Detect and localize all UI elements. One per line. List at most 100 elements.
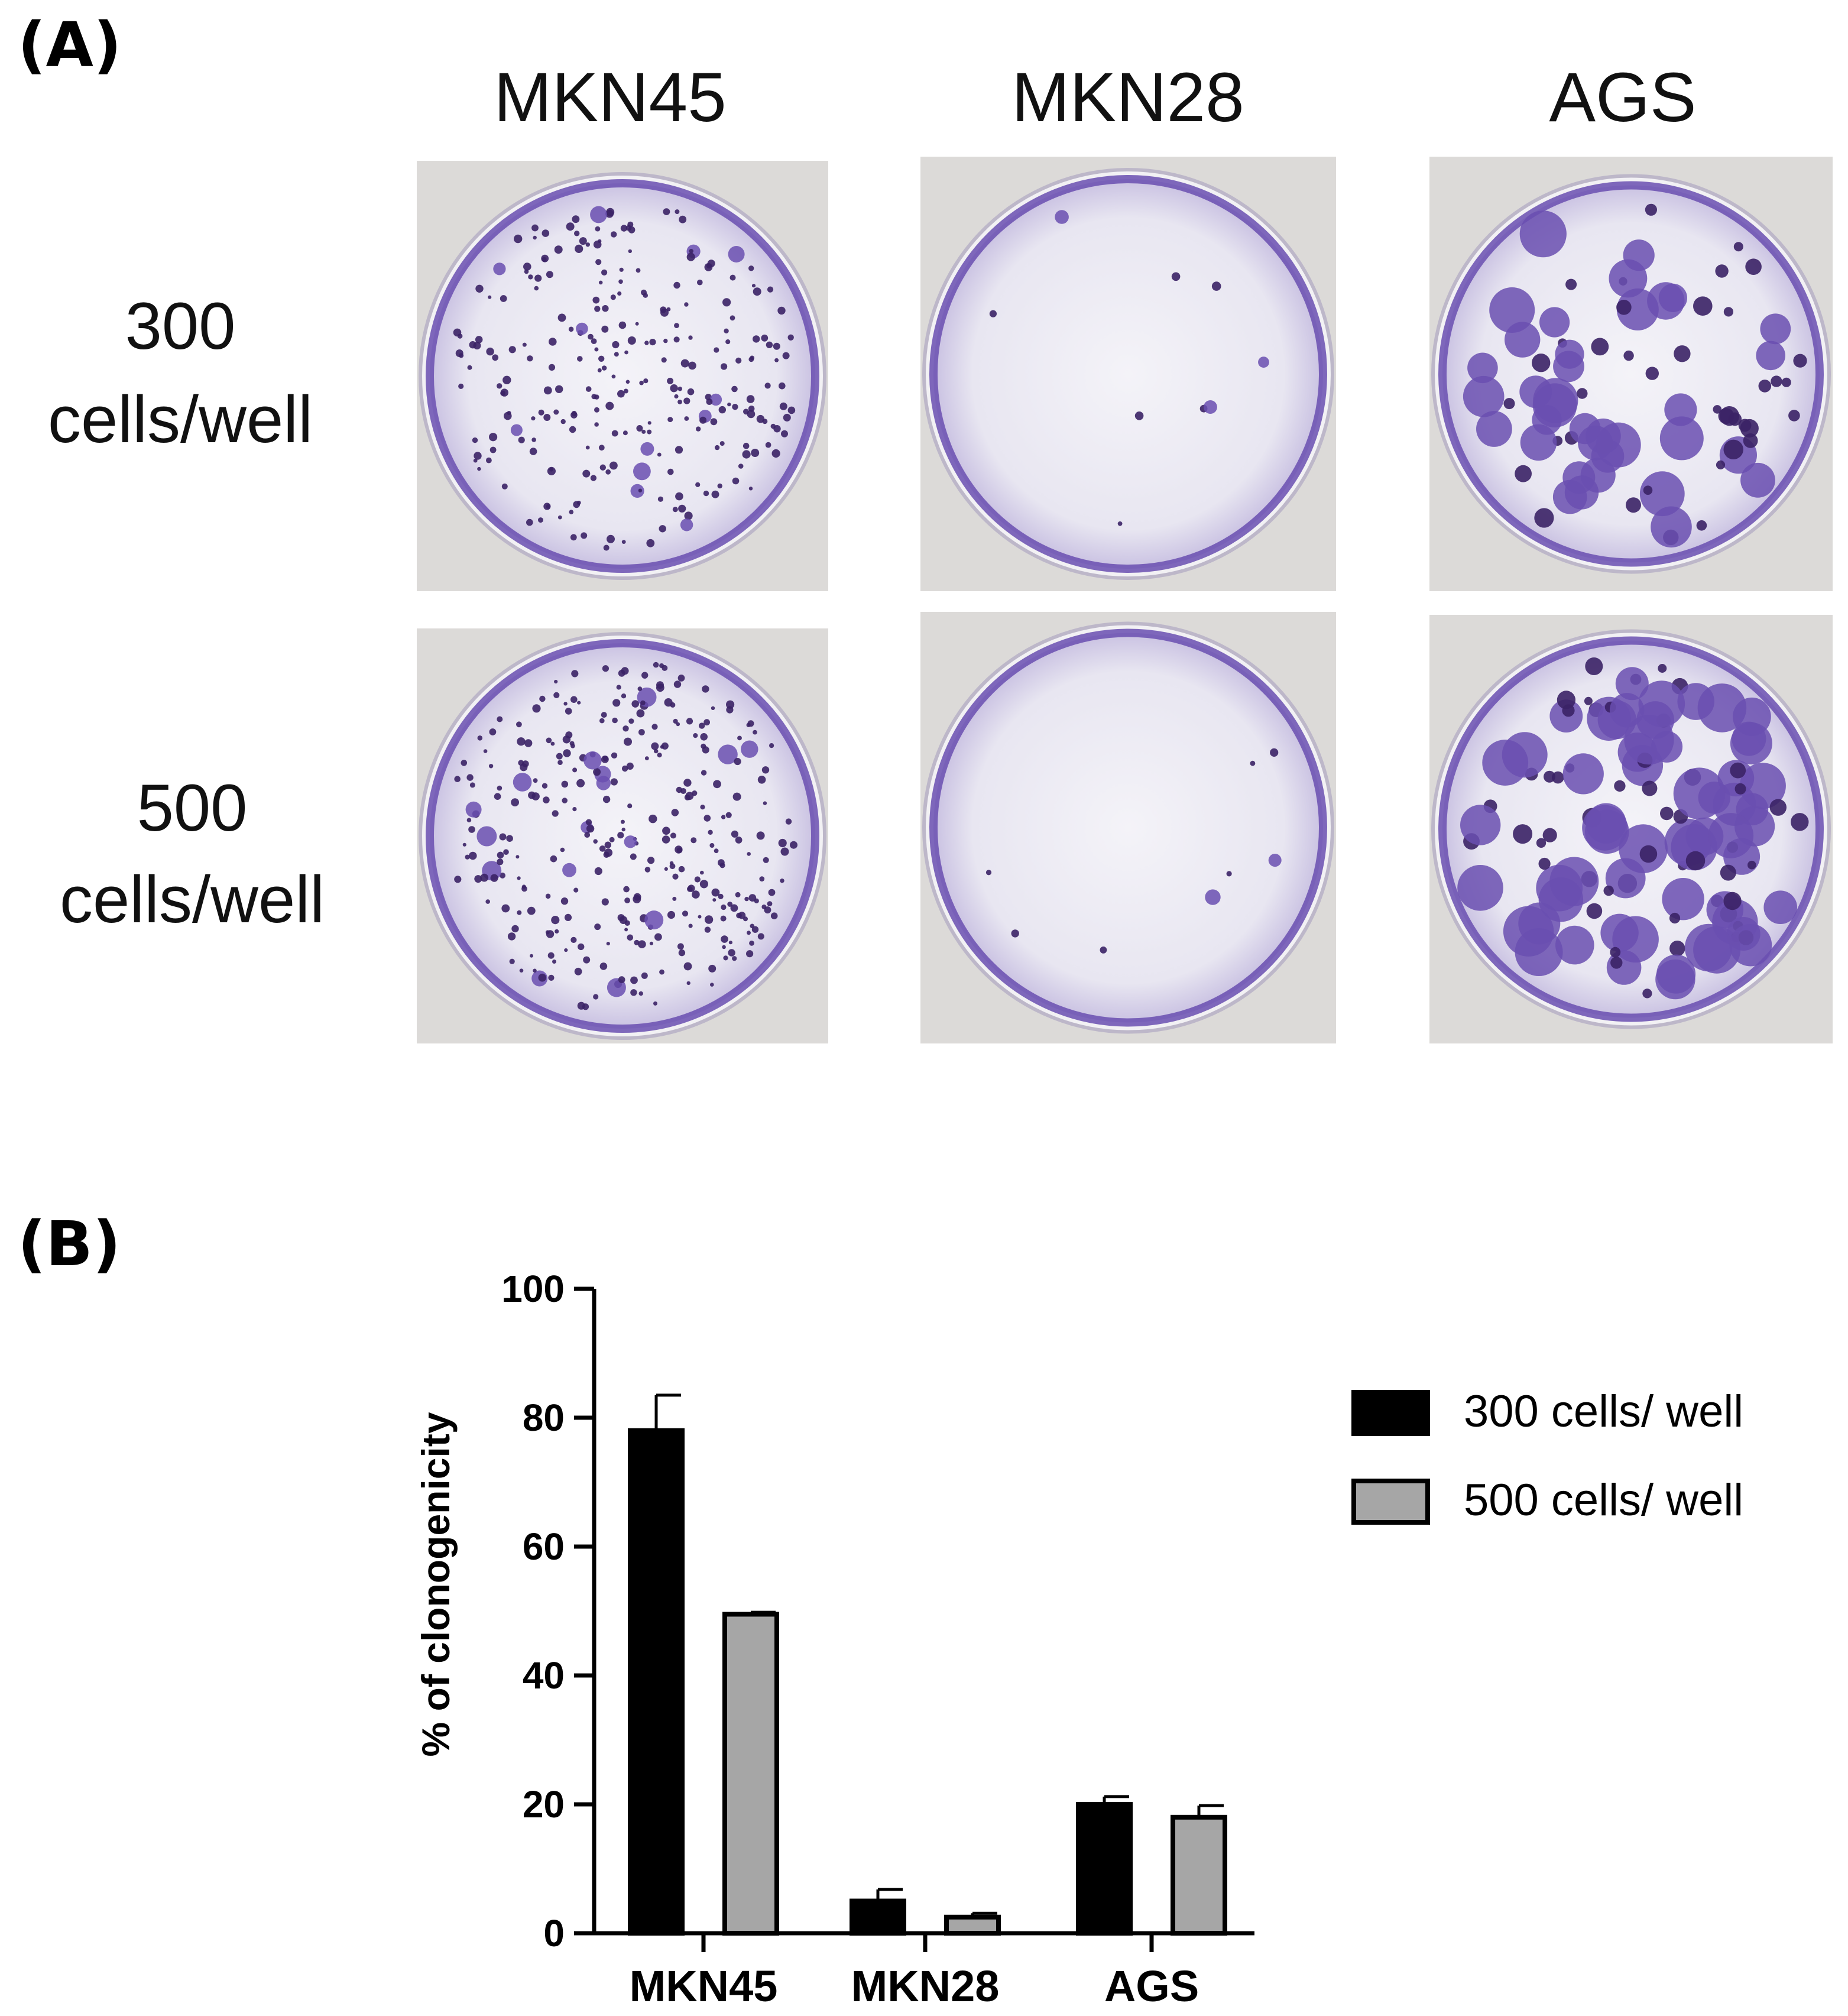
colony [1457, 865, 1503, 911]
colony [560, 847, 565, 853]
colony [1584, 696, 1593, 705]
colony [1733, 697, 1771, 736]
colony [712, 898, 716, 902]
colony [708, 829, 713, 835]
colony [674, 394, 679, 399]
colony [711, 888, 720, 897]
colony [748, 265, 754, 271]
colony [582, 469, 591, 478]
colony [606, 208, 615, 216]
colony [757, 933, 764, 940]
colony [659, 969, 664, 975]
y-tick-label: 100 [501, 1268, 565, 1310]
colony [676, 722, 680, 727]
plate-ags-300 [1429, 157, 1833, 591]
colony [700, 870, 704, 875]
colony [718, 744, 738, 764]
colony [527, 355, 533, 362]
colony [572, 767, 578, 773]
bar [722, 1612, 779, 1936]
colony [703, 490, 709, 497]
colony [767, 901, 773, 906]
colony [621, 765, 628, 772]
colony [601, 325, 609, 333]
colony [468, 826, 475, 833]
colony [675, 845, 683, 854]
colony [582, 1003, 589, 1010]
colony [1591, 338, 1609, 356]
colony [1503, 398, 1515, 410]
colony [1669, 941, 1685, 957]
colony [675, 446, 683, 454]
colony [565, 731, 573, 739]
colony [594, 306, 601, 312]
colony [695, 482, 701, 487]
colony [623, 388, 628, 394]
colony [630, 976, 638, 984]
panel-b-label: (B) [18, 1208, 121, 1280]
colony [1476, 411, 1512, 447]
colony [699, 416, 707, 424]
colony [621, 667, 629, 675]
colony [711, 490, 719, 498]
colony [1664, 393, 1697, 426]
colony [542, 783, 548, 789]
colony [1716, 460, 1726, 470]
colony [1693, 296, 1713, 316]
colony [584, 832, 591, 838]
colony [500, 872, 505, 879]
colony [604, 841, 611, 848]
colony [621, 693, 627, 699]
colony [627, 336, 636, 345]
colony [594, 867, 602, 876]
colony [744, 896, 749, 902]
colony [620, 225, 628, 232]
colony [659, 525, 666, 533]
colony [508, 346, 516, 354]
dish-well [929, 175, 1327, 573]
colony [743, 442, 750, 449]
colony [624, 835, 637, 848]
column-label-ags: AGS [1549, 59, 1696, 137]
colony [783, 413, 791, 422]
colony [599, 464, 606, 471]
colony [454, 876, 462, 883]
colony [528, 274, 533, 280]
colony [706, 398, 713, 405]
colony [594, 923, 601, 931]
colony [518, 760, 524, 766]
colony [732, 404, 738, 410]
colony [1642, 780, 1658, 796]
colony [707, 260, 715, 268]
colony [727, 402, 731, 407]
colony [475, 336, 483, 343]
colony [493, 262, 506, 276]
colony [639, 380, 644, 385]
colony [623, 886, 630, 893]
row-label-300-count: 300 [125, 289, 236, 363]
colony [527, 906, 536, 915]
colony [465, 801, 482, 818]
colony [476, 826, 497, 847]
colony [636, 268, 641, 273]
colony [683, 779, 692, 787]
colony [465, 854, 470, 860]
colony [1532, 354, 1551, 372]
colony [585, 445, 590, 450]
colony [472, 437, 478, 443]
colony [577, 356, 583, 362]
colony [677, 943, 684, 950]
colony [741, 740, 758, 758]
colony [605, 469, 611, 475]
colony [763, 857, 769, 863]
colony [617, 832, 624, 839]
colony [730, 315, 735, 321]
colony [564, 913, 572, 921]
colony [1685, 851, 1706, 871]
colony [461, 760, 468, 766]
colony [663, 208, 670, 215]
colony [563, 749, 571, 757]
colony [592, 296, 600, 304]
legend-swatch [1351, 1479, 1430, 1525]
